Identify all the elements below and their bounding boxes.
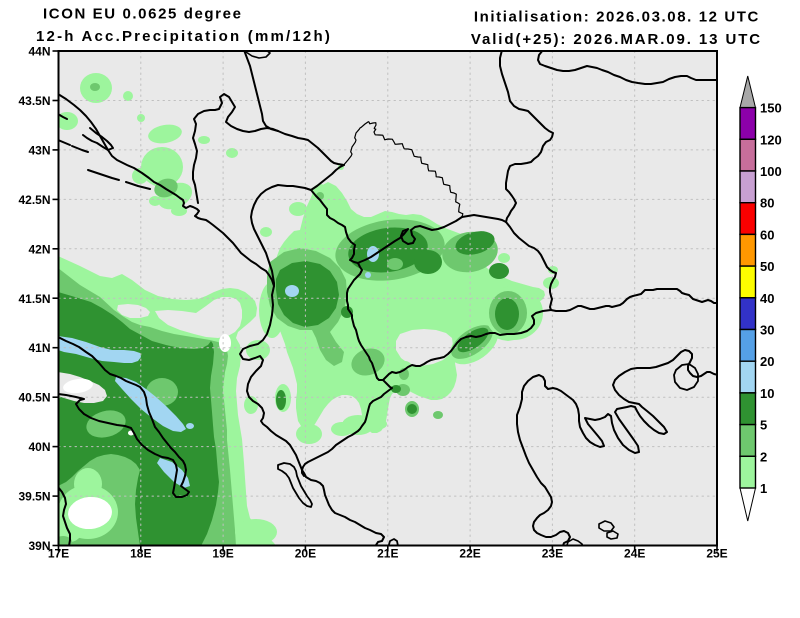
svg-text:19E: 19E: [212, 547, 233, 561]
svg-text:100: 100: [760, 164, 782, 179]
svg-text:80: 80: [760, 196, 774, 211]
svg-text:42N: 42N: [28, 242, 50, 256]
svg-text:41N: 41N: [28, 341, 50, 355]
svg-text:Initialisation: 2026.03.08. 12: Initialisation: 2026.03.08. 12 UTC: [474, 9, 760, 26]
svg-text:40.5N: 40.5N: [18, 391, 50, 405]
svg-text:17E: 17E: [48, 547, 69, 561]
svg-text:12-h Acc.Precipitation (mm/12h: 12-h Acc.Precipitation (mm/12h): [36, 28, 332, 45]
svg-text:41.5N: 41.5N: [18, 292, 50, 306]
svg-text:ICON EU 0.0625 degree: ICON EU 0.0625 degree: [43, 6, 243, 23]
svg-text:24E: 24E: [624, 547, 645, 561]
svg-text:150: 150: [760, 101, 782, 116]
svg-text:43N: 43N: [28, 143, 50, 157]
svg-text:60: 60: [760, 227, 774, 242]
svg-text:18E: 18E: [130, 547, 151, 561]
svg-text:21E: 21E: [377, 547, 398, 561]
svg-text:44N: 44N: [28, 45, 50, 59]
svg-text:20: 20: [760, 354, 774, 369]
svg-text:25E: 25E: [706, 547, 727, 561]
svg-text:30: 30: [760, 323, 774, 338]
svg-text:39N: 39N: [28, 539, 50, 553]
svg-text:22E: 22E: [459, 547, 480, 561]
svg-text:Valid(+25): 2026.MAR.09. 13 UT: Valid(+25): 2026.MAR.09. 13 UTC: [471, 31, 762, 48]
svg-text:39.5N: 39.5N: [18, 490, 50, 504]
svg-text:1: 1: [760, 481, 767, 496]
svg-text:23E: 23E: [542, 547, 563, 561]
svg-text:50: 50: [760, 259, 774, 274]
svg-text:2: 2: [760, 449, 767, 464]
svg-text:10: 10: [760, 386, 774, 401]
svg-text:20E: 20E: [295, 547, 316, 561]
svg-text:5: 5: [760, 418, 767, 433]
svg-text:43.5N: 43.5N: [18, 94, 50, 108]
svg-text:120: 120: [760, 132, 782, 147]
svg-text:40N: 40N: [28, 440, 50, 454]
svg-text:42.5N: 42.5N: [18, 193, 50, 207]
svg-text:40: 40: [760, 291, 774, 306]
